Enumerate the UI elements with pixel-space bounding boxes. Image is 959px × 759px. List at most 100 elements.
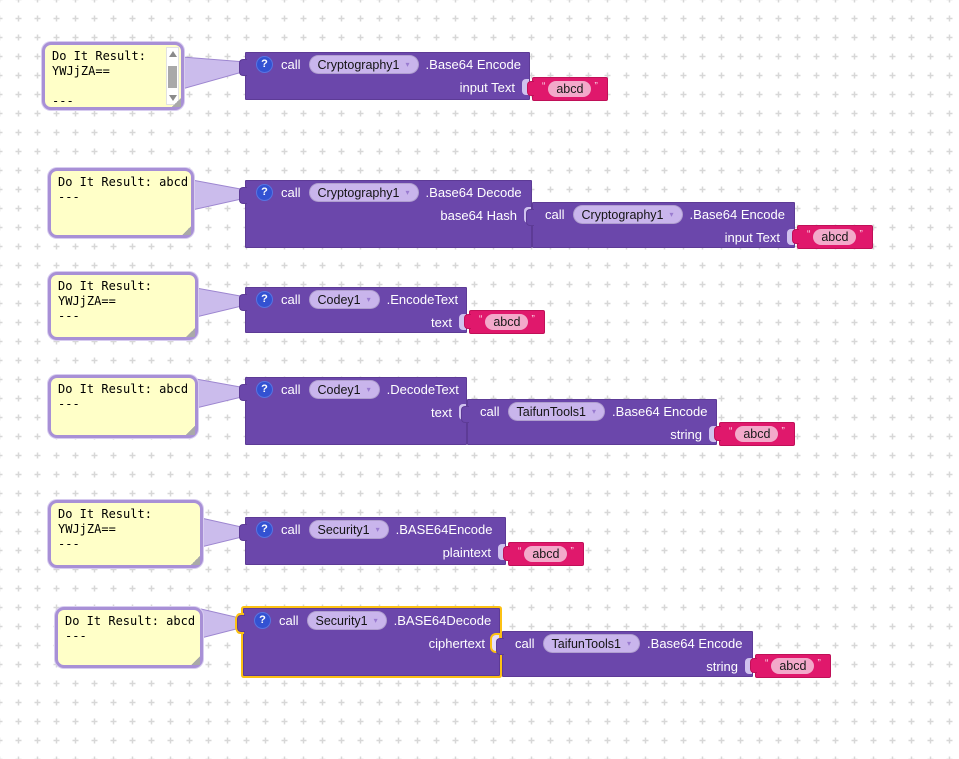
comment-text: Do It Result: abcd --- [58,175,189,204]
value-socket [745,658,752,674]
component-name: Codey1 [317,292,361,307]
component-name: Codey1 [317,382,361,397]
text-field[interactable]: abcd [735,426,779,442]
method-name: .Base64 Encode [425,57,521,72]
output-plug [461,406,469,423]
component-dropdown[interactable]: Cryptography1 ▾ [572,205,683,224]
call-block-cryptography1-base64-encode-nested[interactable]: call Cryptography1 ▾ .Base64 Encode inpu… [526,202,795,248]
param-label: input Text [724,230,780,245]
call-keyword: call [279,613,299,628]
comment-balloon[interactable]: Do It Result: abcd --- [48,375,198,438]
text-block[interactable]: “ abcd ” [464,310,545,334]
help-icon[interactable]: ? [256,291,273,308]
component-name: Cryptography1 [317,57,400,72]
call-keyword: call [545,207,565,222]
text-field[interactable]: abcd [771,658,815,674]
text-block[interactable]: “ abcd ” [527,77,608,101]
call-block-cryptography1-base64-decode[interactable]: ? call Cryptography1 ▾ .Base64 Decode ba… [239,180,532,248]
chevron-up-icon[interactable] [169,51,177,57]
dropdown-arrow-icon: ▾ [627,639,632,648]
close-quote: ” [859,228,863,240]
param-label: text [431,315,452,330]
text-field[interactable]: abcd [524,546,568,562]
call-keyword: call [281,292,301,307]
resize-handle[interactable] [190,655,200,665]
open-quote: “ [765,657,769,669]
call-keyword: call [281,382,301,397]
component-name: Cryptography1 [317,185,400,200]
close-quote: ” [594,80,598,92]
resize-handle[interactable] [185,327,195,337]
resize-handle[interactable] [181,225,191,235]
dropdown-arrow-icon: ▾ [375,525,380,534]
text-field[interactable]: abcd [813,229,857,245]
help-icon[interactable]: ? [254,612,271,629]
call-block-taifuntools1-base64-encode-nested[interactable]: call TaifunTools1 ▾ .Base64 Encode strin… [461,399,717,445]
comment-balloon[interactable]: Do It Result: abcd --- [48,168,194,238]
value-socket [459,314,466,330]
help-icon[interactable]: ? [256,381,273,398]
component-dropdown[interactable]: Cryptography1 ▾ [308,55,419,74]
value-socket [498,544,505,560]
call-block-security1-base64decode-selected[interactable]: ? call Security1 ▾ .BASE64Decode ciphert… [237,608,500,676]
comment-tail [201,608,244,639]
resize-handle[interactable] [185,425,195,435]
comment-text: Do It Result: abcd --- [65,614,196,643]
param-label: base64 Hash [440,208,517,223]
component-name: Cryptography1 [581,207,664,222]
resize-handle[interactable] [190,555,200,565]
component-dropdown[interactable]: Cryptography1 ▾ [308,183,419,202]
comment-text: Do It Result: YWJjZA== --- [58,279,152,323]
component-name: Security1 [315,613,368,628]
component-dropdown[interactable]: Codey1 ▾ [308,290,380,309]
component-dropdown[interactable]: TaifunTools1 ▾ [542,634,641,653]
method-name: .Base64 Decode [425,185,522,200]
call-block-codey1-decodetext[interactable]: ? call Codey1 ▾ .DecodeText text [239,377,467,445]
dropdown-arrow-icon: ▾ [373,616,378,625]
output-plug [503,546,510,561]
method-name: .Base64 Encode [612,404,708,419]
component-dropdown[interactable]: Codey1 ▾ [308,380,380,399]
component-dropdown[interactable]: Security1 ▾ [308,520,389,539]
open-quote: “ [807,228,811,240]
comment-balloon[interactable]: Do It Result: abcd --- [55,607,203,668]
component-dropdown[interactable]: Security1 ▾ [306,611,387,630]
comment-balloon[interactable]: Do It Result: YWJjZA== --- [42,42,184,110]
comment-text: Do It Result: YWJjZA== --- [52,49,146,108]
param-label: string [670,427,702,442]
component-name: TaifunTools1 [516,404,587,419]
call-block-cryptography1-base64-encode[interactable]: ? call Cryptography1 ▾ .Base64 Encode in… [239,52,530,100]
comment-tail [201,517,246,548]
text-block[interactable]: “ abcd ” [503,542,584,566]
call-keyword: call [281,185,301,200]
scrollbar-thumb[interactable] [168,66,177,88]
call-block-codey1-encodetext[interactable]: ? call Codey1 ▾ .EncodeText text [239,287,467,333]
output-plug [239,294,247,311]
open-quote: “ [479,313,483,325]
help-icon[interactable]: ? [256,521,273,538]
comment-tail [182,56,246,90]
method-name: .Base64 Encode [647,636,743,651]
value-socket [787,229,794,245]
text-field[interactable]: abcd [548,81,592,97]
comment-balloon[interactable]: Do It Result: YWJjZA== --- [48,272,198,340]
component-dropdown[interactable]: TaifunTools1 ▾ [507,402,606,421]
dropdown-arrow-icon: ▾ [405,188,410,197]
call-block-security1-base64encode[interactable]: ? call Security1 ▾ .BASE64Encode plainte… [239,517,506,565]
output-plug [750,658,757,673]
text-block[interactable]: “ abcd ” [714,422,795,446]
call-block-taifuntools1-base64-encode-nested[interactable]: call TaifunTools1 ▾ .Base64 Encode strin… [496,631,753,677]
text-field[interactable]: abcd [485,314,529,330]
comment-text: Do It Result: YWJjZA== --- [58,507,152,551]
help-icon[interactable]: ? [256,184,273,201]
text-block[interactable]: “ abcd ” [792,225,873,249]
text-block[interactable]: “ abcd ” [750,654,831,678]
help-icon[interactable]: ? [256,56,273,73]
method-name: .DecodeText [386,382,459,397]
dropdown-arrow-icon: ▾ [669,210,674,219]
param-label: string [706,659,738,674]
resize-handle[interactable] [171,97,181,107]
dropdown-arrow-icon: ▾ [366,295,371,304]
comment-balloon[interactable]: Do It Result: YWJjZA== --- [48,500,203,568]
